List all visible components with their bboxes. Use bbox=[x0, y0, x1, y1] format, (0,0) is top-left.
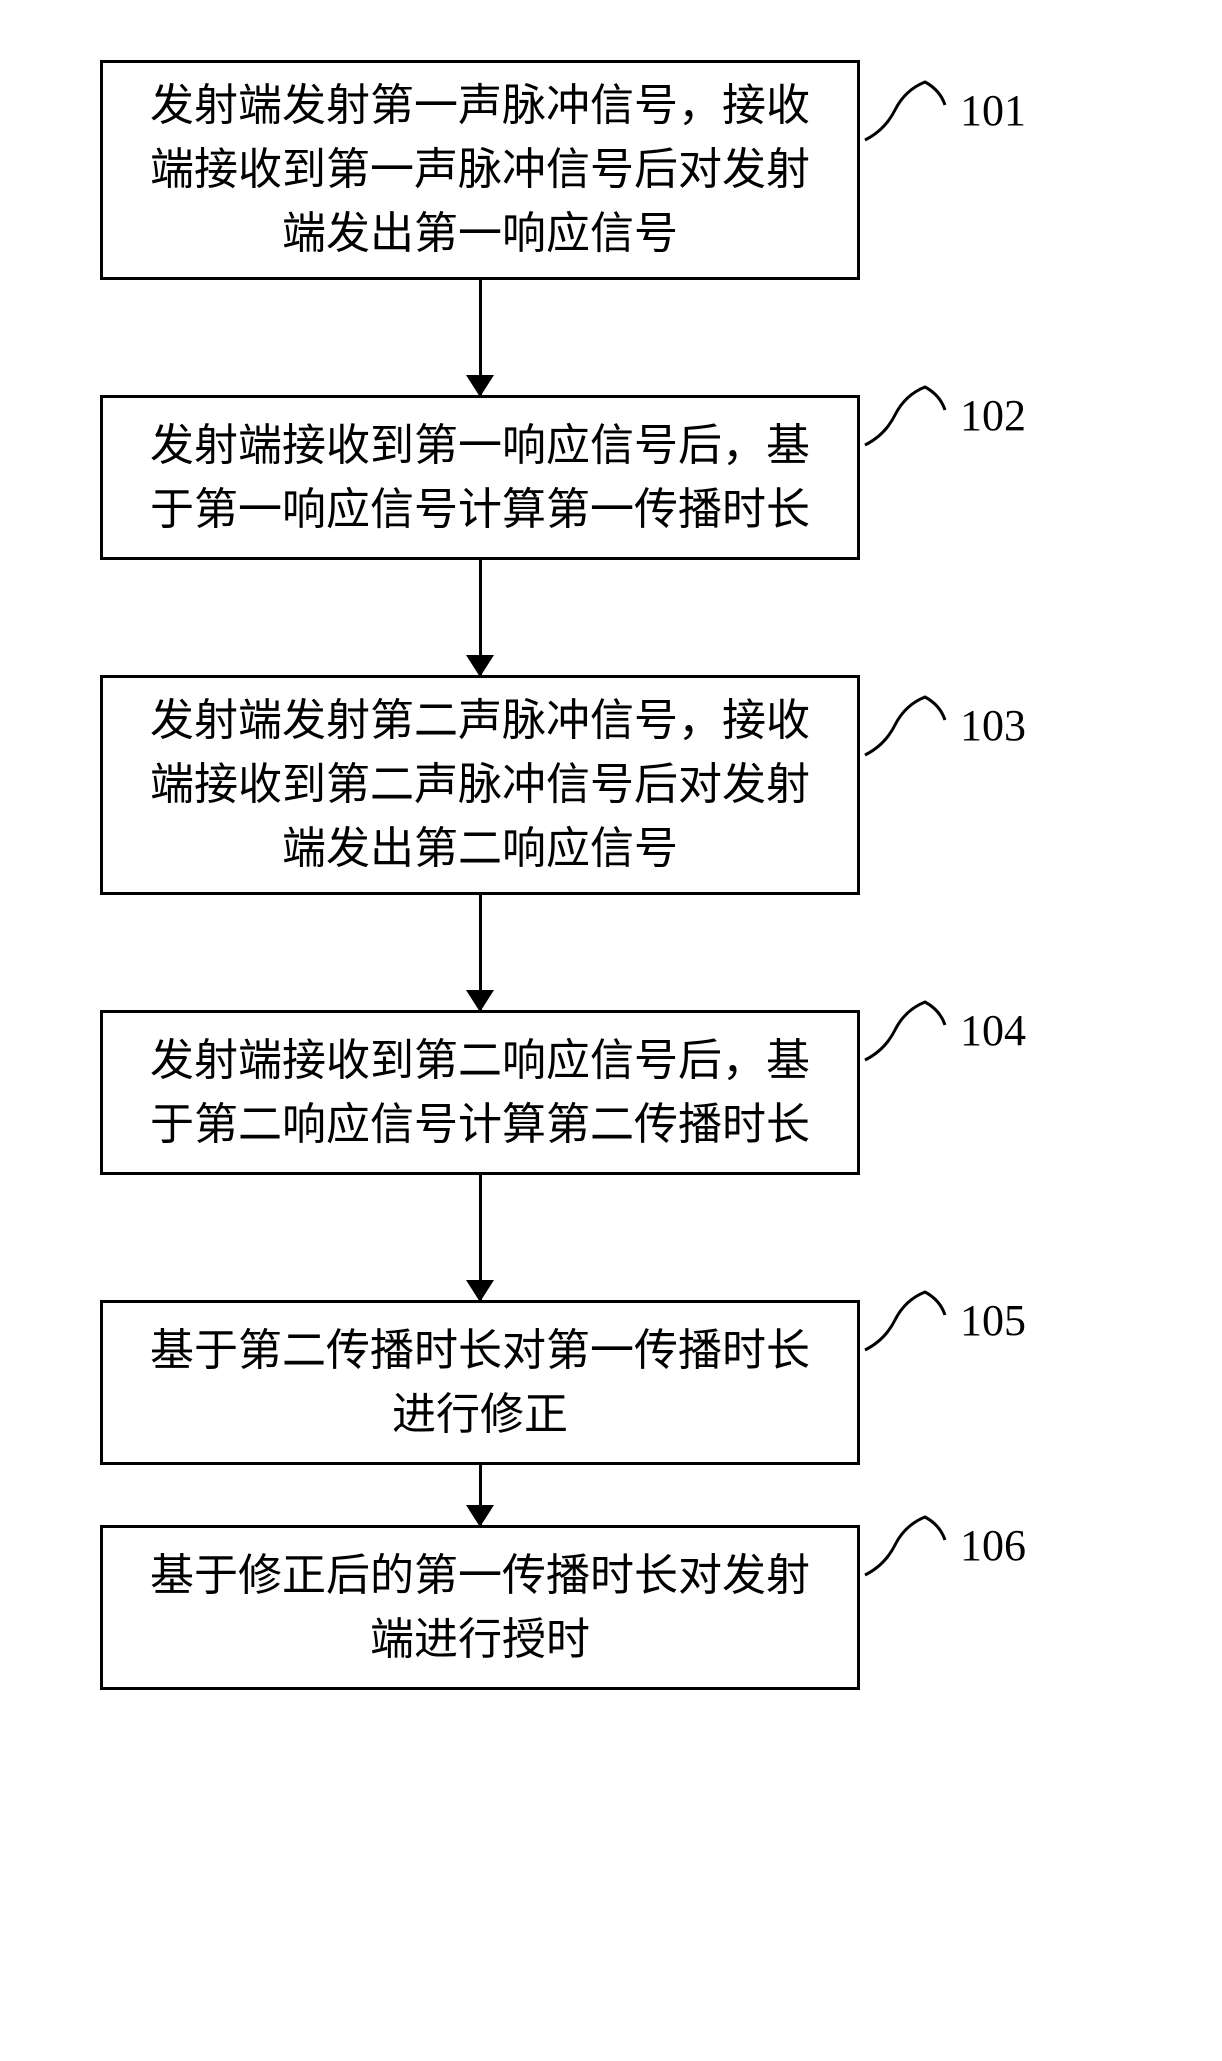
curve-icon bbox=[860, 70, 950, 150]
curve-icon bbox=[860, 375, 950, 455]
step-label: 104 bbox=[960, 1005, 1026, 1056]
step-label: 103 bbox=[960, 700, 1026, 751]
curve-icon bbox=[860, 990, 950, 1070]
step-label: 102 bbox=[960, 390, 1026, 441]
flowchart-connector bbox=[100, 1175, 860, 1300]
flowchart-step-106: 基于修正后的第一传播时长对发射端进行授时 bbox=[100, 1525, 860, 1690]
flowchart-row: 发射端接收到第二响应信号后，基于第二响应信号计算第二传播时长 104 bbox=[100, 1010, 1120, 1175]
arrow-down-icon bbox=[466, 1505, 494, 1527]
curve-icon bbox=[860, 1280, 950, 1360]
flowchart-step-101: 发射端发射第一声脉冲信号，接收端接收到第一声脉冲信号后对发射端发出第一响应信号 bbox=[100, 60, 860, 280]
step-label: 105 bbox=[960, 1295, 1026, 1346]
flowchart-connector bbox=[100, 895, 860, 1010]
arrow-down-icon bbox=[466, 1280, 494, 1302]
flowchart-connector bbox=[100, 280, 860, 395]
step-label-connector: 102 bbox=[860, 375, 1026, 455]
step-label-connector: 101 bbox=[860, 70, 1026, 150]
step-label-connector: 105 bbox=[860, 1280, 1026, 1360]
curve-icon bbox=[860, 685, 950, 765]
flowchart-container: 发射端发射第一声脉冲信号，接收端接收到第一声脉冲信号后对发射端发出第一响应信号 … bbox=[100, 60, 1120, 1690]
arrow-down-icon bbox=[466, 990, 494, 1012]
step-text: 发射端接收到第二响应信号后，基于第二响应信号计算第二传播时长 bbox=[133, 1029, 827, 1157]
step-text: 发射端发射第二声脉冲信号，接收端接收到第二声脉冲信号后对发射端发出第二响应信号 bbox=[133, 689, 827, 880]
step-label-connector: 104 bbox=[860, 990, 1026, 1070]
step-text: 发射端接收到第一响应信号后，基于第一响应信号计算第一传播时长 bbox=[133, 414, 827, 542]
flowchart-connector bbox=[100, 1465, 860, 1525]
arrow-down-icon bbox=[466, 375, 494, 397]
flowchart-step-104: 发射端接收到第二响应信号后，基于第二响应信号计算第二传播时长 bbox=[100, 1010, 860, 1175]
step-label: 101 bbox=[960, 85, 1026, 136]
step-label-connector: 106 bbox=[860, 1505, 1026, 1585]
flowchart-step-103: 发射端发射第二声脉冲信号，接收端接收到第二声脉冲信号后对发射端发出第二响应信号 bbox=[100, 675, 860, 895]
flowchart-row: 发射端发射第二声脉冲信号，接收端接收到第二声脉冲信号后对发射端发出第二响应信号 … bbox=[100, 675, 1120, 895]
step-text: 发射端发射第一声脉冲信号，接收端接收到第一声脉冲信号后对发射端发出第一响应信号 bbox=[133, 74, 827, 265]
flowchart-step-105: 基于第二传播时长对第一传播时长进行修正 bbox=[100, 1300, 860, 1465]
flowchart-row: 基于第二传播时长对第一传播时长进行修正 105 bbox=[100, 1300, 1120, 1465]
step-label-connector: 103 bbox=[860, 685, 1026, 765]
flowchart-row: 基于修正后的第一传播时长对发射端进行授时 106 bbox=[100, 1525, 1120, 1690]
flowchart-row: 发射端发射第一声脉冲信号，接收端接收到第一声脉冲信号后对发射端发出第一响应信号 … bbox=[100, 60, 1120, 280]
arrow-down-icon bbox=[466, 655, 494, 677]
flowchart-step-102: 发射端接收到第一响应信号后，基于第一响应信号计算第一传播时长 bbox=[100, 395, 860, 560]
step-label: 106 bbox=[960, 1520, 1026, 1571]
flowchart-connector bbox=[100, 560, 860, 675]
flowchart-row: 发射端接收到第一响应信号后，基于第一响应信号计算第一传播时长 102 bbox=[100, 395, 1120, 560]
step-text: 基于第二传播时长对第一传播时长进行修正 bbox=[133, 1319, 827, 1447]
step-text: 基于修正后的第一传播时长对发射端进行授时 bbox=[133, 1544, 827, 1672]
curve-icon bbox=[860, 1505, 950, 1585]
